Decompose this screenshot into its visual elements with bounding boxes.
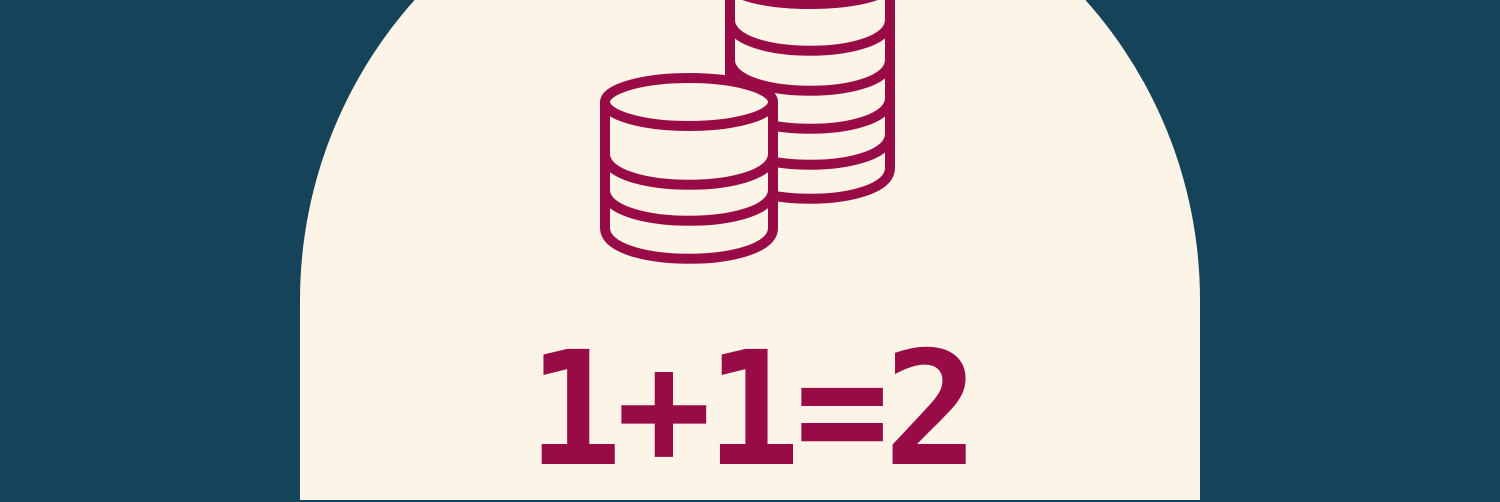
coin-stack-icon: [600, 0, 895, 264]
equation-text: 1+1=2: [527, 318, 979, 502]
